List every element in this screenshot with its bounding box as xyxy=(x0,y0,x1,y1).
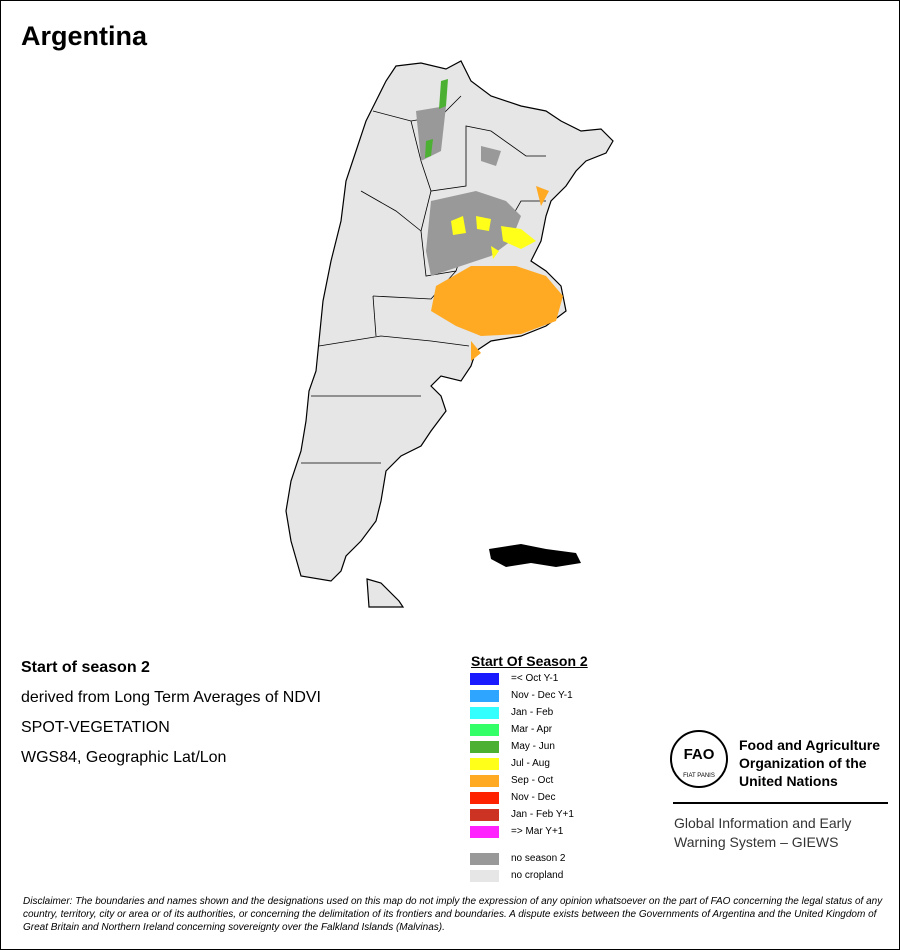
org-name: Food and Agriculture xyxy=(739,737,881,753)
system-name: Global Information and Early xyxy=(674,815,852,831)
falkland-islands xyxy=(489,544,581,567)
map-area xyxy=(451,216,536,259)
legend-label: =< Oct Y-1 xyxy=(511,673,559,684)
logo-ring xyxy=(670,730,728,788)
legend-swatch xyxy=(470,707,499,719)
legend-swatch xyxy=(470,826,499,838)
logo-motto: FIAT PANIS xyxy=(683,773,715,779)
legend-swatch xyxy=(470,792,499,804)
legend-label: => Mar Y+1 xyxy=(511,826,564,837)
tierra-del-fuego xyxy=(366,578,405,608)
divider xyxy=(673,802,888,804)
logo-emblem: FAO xyxy=(684,746,715,763)
info-line: Start of season 2 xyxy=(21,659,150,676)
legend-label: May - Jun xyxy=(511,741,555,752)
system-name: Warning System – GIEWS xyxy=(674,834,839,850)
legend-swatch xyxy=(470,775,499,787)
legend-swatch xyxy=(470,690,499,702)
legend-label: Nov - Dec xyxy=(511,792,556,803)
legend-swatch xyxy=(470,853,499,865)
legend-label: Jan - Feb xyxy=(511,707,554,718)
legend-label: Sep - Oct xyxy=(511,775,554,786)
legend-label: Nov - Dec Y-1 xyxy=(511,690,573,701)
legend-label: Mar - Apr xyxy=(511,724,553,735)
info-line: WGS84, Geographic Lat/Lon xyxy=(21,749,227,766)
province-borders xyxy=(301,95,546,464)
info-line: SPOT-VEGETATION xyxy=(21,719,170,736)
map-title: Argentina xyxy=(21,21,148,51)
org-name: United Nations xyxy=(739,773,838,789)
map-area xyxy=(425,79,448,158)
info-line: derived from Long Term Averages of NDVI xyxy=(21,689,321,706)
legend-label: Jul - Aug xyxy=(511,758,550,769)
legend-swatch xyxy=(470,870,499,882)
legend-swatch xyxy=(470,673,499,685)
legend-swatch xyxy=(470,741,499,753)
legend-label: no season 2 xyxy=(511,853,566,864)
fao-logo: FAO FIAT PANIS xyxy=(670,730,728,788)
legend-label: Jan - Feb Y+1 xyxy=(511,809,574,820)
legend-swatch xyxy=(470,809,499,821)
legend-swatch xyxy=(470,758,499,770)
map-area xyxy=(416,106,521,276)
legend-title: Start Of Season 2 xyxy=(471,653,588,669)
org-name: Organization of the xyxy=(739,755,867,771)
map xyxy=(285,60,614,608)
legend-label: no cropland xyxy=(511,870,564,881)
disclaimer: Disclaimer: The boundaries and names sho… xyxy=(23,896,883,933)
map-area xyxy=(431,186,563,361)
legend-swatch xyxy=(470,724,499,736)
